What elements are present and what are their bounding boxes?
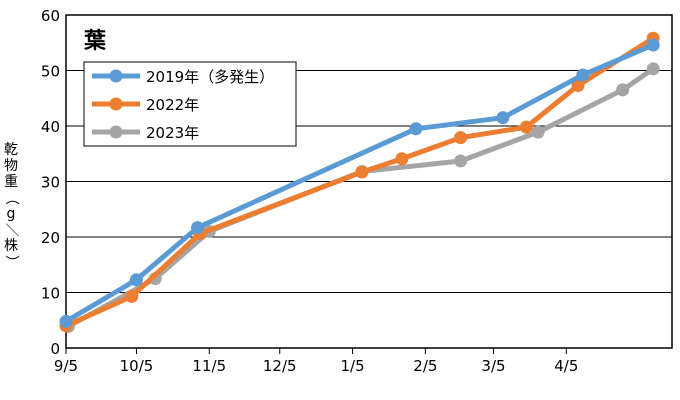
data-point	[191, 221, 205, 235]
x-tick-label: 3/5	[481, 357, 505, 375]
y-tick-labels: 0 10 20 30 40 50 60	[41, 7, 60, 358]
plot-border	[65, 14, 673, 349]
legend: 2019年（多発生） 2022年 2023年	[83, 61, 297, 147]
data-point	[519, 120, 533, 134]
x-tick-label: 10/5	[120, 357, 154, 375]
data-point	[129, 273, 143, 287]
y-tick-label: 60	[41, 7, 60, 25]
y-axis-label: 乾物重（g ／株）	[2, 142, 20, 270]
data-point	[576, 68, 590, 82]
y-axis-label-char: 物	[4, 158, 18, 174]
x-tick-label: 11/5	[192, 357, 226, 375]
data-point	[125, 289, 139, 303]
data-point	[395, 152, 409, 166]
legend-item: 2019年（多発生）	[92, 68, 274, 86]
series-group	[59, 31, 660, 333]
series-0	[59, 38, 660, 328]
data-point	[454, 131, 468, 145]
x-tick-label: 2/5	[413, 357, 437, 375]
chart-title: 葉	[83, 29, 107, 54]
x-tick-label: 1/5	[340, 357, 364, 375]
data-point	[496, 111, 510, 125]
y-tick-label: 0	[50, 340, 60, 358]
y-tick-label: 20	[41, 229, 60, 247]
y-axis-label-char: g	[6, 206, 16, 222]
data-point	[646, 38, 660, 52]
data-point	[355, 165, 369, 179]
series-line	[65, 66, 656, 329]
data-point	[646, 62, 660, 76]
y-axis-label-char: 重	[4, 174, 18, 190]
y-axis-label-char: （	[3, 191, 19, 205]
y-tick-label: 50	[41, 63, 60, 81]
data-point	[454, 154, 468, 168]
legend-label: 2023年	[146, 124, 199, 142]
data-point	[59, 314, 73, 328]
data-point	[616, 83, 630, 97]
legend-label: 2022年	[146, 96, 199, 114]
x-tick-labels: 9/5 10/5 11/5 12/5 1/5 2/5 3/5 4/5	[54, 348, 578, 375]
y-axis-label-char: ／	[3, 223, 19, 237]
y-axis-label-char: 株	[4, 238, 18, 254]
legend-item: 2022年	[92, 96, 199, 114]
x-tick-label: 4/5	[554, 357, 578, 375]
legend-item: 2023年	[92, 124, 199, 142]
y-axis-label-char: ）	[3, 255, 19, 269]
data-point	[409, 122, 423, 136]
plot-frame	[65, 14, 673, 349]
y-axis-label-char: 乾	[4, 142, 18, 158]
legend-swatch-marker	[109, 97, 123, 111]
data-point	[531, 125, 545, 139]
legend-swatch-marker	[109, 69, 123, 83]
legend-swatch-marker	[109, 125, 123, 139]
data-point	[571, 78, 585, 92]
y-tick-label: 40	[41, 118, 60, 136]
x-tick-label: 12/5	[263, 357, 297, 375]
x-tick-label: 9/5	[54, 357, 78, 375]
y-tick-label: 30	[41, 174, 60, 192]
y-tick-label: 10	[41, 285, 60, 303]
legend-label: 2019年（多発生）	[146, 68, 274, 86]
